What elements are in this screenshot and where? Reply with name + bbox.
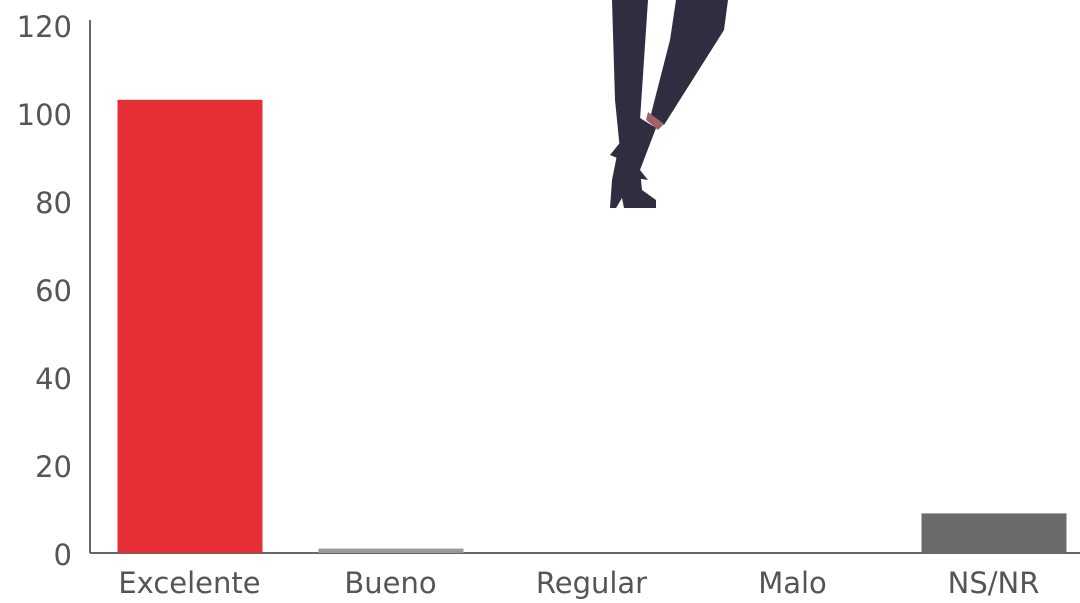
figure-shoe (610, 150, 656, 208)
figure-leg (612, 0, 648, 150)
figure-shoe (610, 118, 656, 180)
x-tick-label: Malo (758, 566, 827, 600)
bar (318, 548, 464, 553)
x-tick-label: Excelente (118, 566, 260, 600)
y-tick-label: 60 (35, 274, 72, 308)
y-tick-label: 120 (17, 10, 72, 44)
figure-leg (650, 0, 728, 125)
figure-ankle (646, 112, 664, 130)
bar (117, 99, 263, 554)
y-tick-label: 20 (35, 450, 72, 484)
y-tick-label: 40 (35, 362, 72, 396)
y-tick-label: 80 (35, 186, 72, 220)
y-tick-label: 0 (54, 538, 72, 572)
x-tick-label: Regular (536, 566, 647, 600)
y-tick-label: 100 (17, 98, 72, 132)
bar (921, 513, 1067, 553)
x-tick-label: Bueno (344, 566, 436, 600)
x-tick-label: NS/NR (948, 566, 1040, 600)
decoration-figure (610, 0, 728, 208)
